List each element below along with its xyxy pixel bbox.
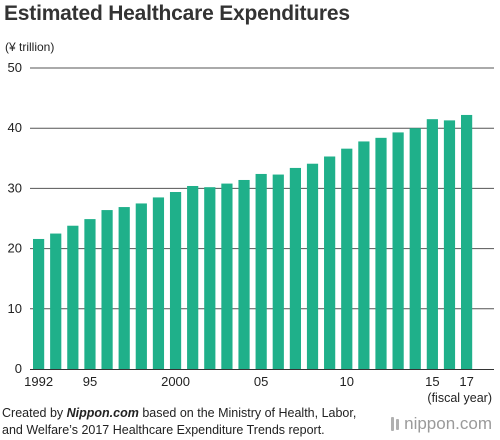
bar-2012 [375,137,387,369]
bar-2006 [272,174,284,369]
x-axis-label: (fiscal year) [427,391,492,405]
bar-1993 [50,233,62,369]
bar-2009 [324,156,336,369]
source-suffix: based on the Ministry of Health, Labor, … [2,406,357,437]
bar-2016 [443,120,456,370]
bar-2002 [204,187,216,369]
bar-chart: 0 10 20 30 40 50 1992 95 2000 05 10 15 17 [8,60,494,389]
x-tick-label-2000: 2000 [161,374,190,389]
source-brand: Nippon.com [66,406,139,420]
bar-1995 [84,219,96,369]
y-axis-unit-label: (¥ trillion) [5,40,55,54]
y-tick-label-20: 20 [8,241,22,256]
bar-2014 [409,128,421,369]
x-tick-label-2015: 15 [425,374,439,389]
logo-bars-icon [391,417,400,431]
x-tick-label-2010: 10 [340,374,354,389]
bar-1996 [101,210,113,369]
bar-2007 [289,167,301,369]
bar-1997 [118,207,130,369]
x-tick-label-1995: 95 [83,374,97,389]
bar-2008 [306,163,319,369]
bar-2005 [255,173,267,369]
y-tick-label-30: 30 [8,180,22,195]
bar-2017 [461,114,473,370]
bar-1998 [135,203,147,369]
bar-1999 [152,197,165,369]
bar-2003 [221,183,233,369]
bar-2013 [392,132,404,369]
x-tick-label-2005: 05 [254,374,268,389]
bar-1992 [33,238,45,369]
y-tick-label-50: 50 [8,60,22,75]
bar-2011 [358,141,370,369]
source-prefix: Created by [2,406,67,420]
nippon-logo: nippon.com [391,414,492,434]
bar-2015 [426,119,438,369]
source-note: Created by Nippon.com based on the Minis… [2,405,362,439]
bar-1994 [67,225,79,369]
bar-2001 [187,185,199,369]
x-tick-label-2017: 17 [459,374,473,389]
y-tick-label-0: 0 [15,361,22,376]
y-tick-label-40: 40 [8,120,22,135]
y-tick-label-10: 10 [8,301,22,316]
bar-2000 [169,192,182,369]
logo-text: nippon.com [404,414,492,433]
chart-title: Estimated Healthcare Expenditures [4,2,350,25]
x-tick-label-1992: 1992 [24,374,53,389]
bar-2010 [341,148,353,369]
bar-2004 [238,179,250,369]
